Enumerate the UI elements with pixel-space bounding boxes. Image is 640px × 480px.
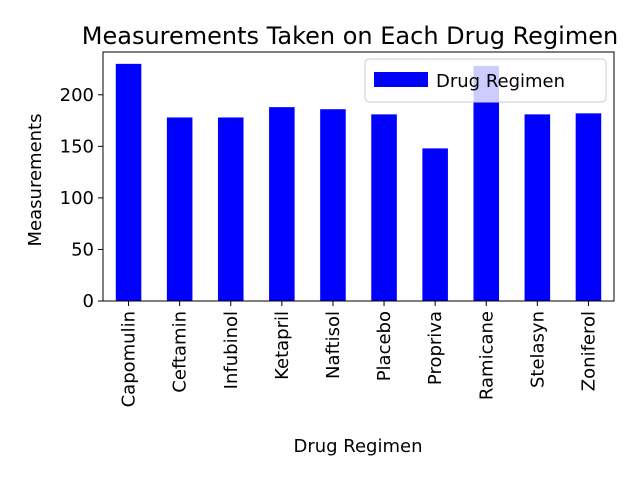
legend-swatch	[374, 72, 428, 87]
bar-stelasyn	[524, 114, 551, 302]
plot-frame	[102, 51, 615, 302]
x-tick-label: Zoniferol	[578, 311, 599, 391]
x-tick-label: Capomulin	[119, 311, 140, 407]
legend-label-drug-regimen: Drug Regimen	[436, 71, 565, 92]
x-axis-ticks: Capomulin Ceftamin Infubinol Ketapril Naftis…	[119, 301, 599, 407]
x-tick-label: Naftisol	[323, 311, 344, 379]
y-axis-label: Measurements	[25, 114, 46, 247]
bar-ketapril	[269, 107, 295, 301]
y-tick-label: 100	[60, 188, 94, 209]
y-tick-label: 200	[60, 85, 94, 106]
legend: Drug Regimen	[364, 58, 607, 103]
y-tick-label: 0	[83, 291, 94, 312]
bar-placebo	[371, 114, 397, 302]
bar-zoniferol	[575, 113, 602, 301]
legend-box	[364, 58, 607, 103]
x-tick-label: Ceftamin	[170, 311, 191, 393]
x-tick-label: Ramicane	[476, 311, 497, 400]
bar-propriva	[422, 148, 448, 301]
x-tick-label: Placebo	[374, 311, 395, 381]
x-tick-label: Ketapril	[272, 311, 293, 380]
y-tick-label: 50	[71, 239, 94, 260]
chart-title: Measurements Taken on Each Drug Regimen	[82, 22, 618, 50]
x-tick-label: Infubinol	[221, 311, 242, 389]
bar-ceftamin	[166, 117, 193, 301]
x-tick-label: Propriva	[425, 311, 446, 385]
bar-infubinol	[217, 117, 244, 301]
bar-ramicane	[473, 65, 500, 302]
bar-naftisol	[320, 109, 346, 301]
x-axis-label: Drug Regimen	[293, 436, 422, 457]
bars	[115, 63, 602, 302]
x-tick-label: Stelasyn	[527, 311, 548, 388]
y-axis-ticks: 0 50 100 150 200	[60, 85, 103, 312]
y-tick-label: 150	[60, 136, 94, 157]
bar-capomulin	[115, 63, 142, 301]
